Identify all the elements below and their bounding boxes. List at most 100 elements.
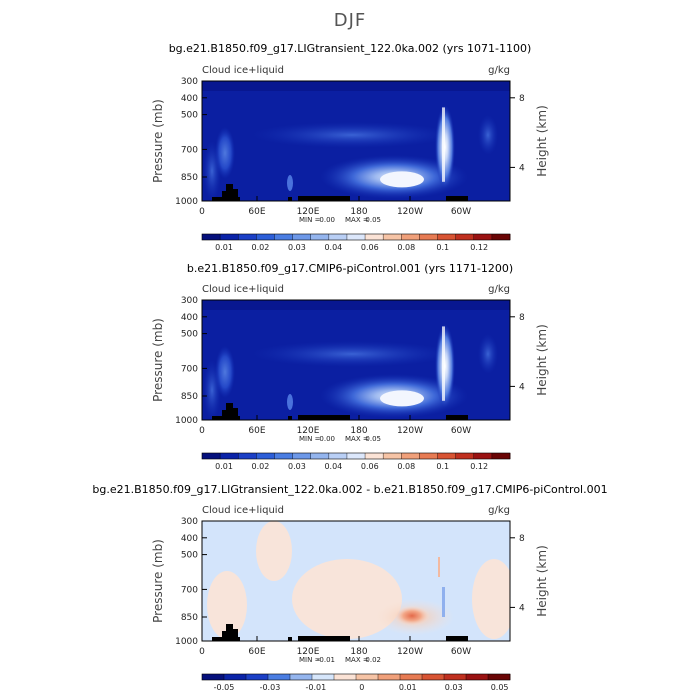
min-label: MIN = [299, 656, 321, 664]
low-cloud-core [380, 390, 424, 407]
units-label: g/kg [488, 65, 510, 76]
colorbar-swatch [246, 674, 269, 680]
western-cloud [203, 141, 221, 201]
colorbar-swatch [268, 674, 291, 680]
units-label: g/kg [488, 284, 510, 295]
topography [298, 636, 350, 641]
colorbar-swatch [383, 234, 402, 240]
colorbar-swatch [310, 234, 330, 240]
colorbar-swatch [473, 453, 493, 459]
colorbar-swatch [310, 453, 330, 459]
colorbar-frame [201, 233, 511, 241]
field-label: Cloud ice+liquid [202, 284, 284, 295]
colorbar-swatch [419, 234, 438, 240]
colorbar-swatch [378, 674, 401, 680]
max-anomaly [394, 605, 430, 626]
plot-frame [201, 520, 511, 642]
y-tick-label: 1000 [175, 637, 198, 647]
panel-title: bg.e21.B1850.f09_g17.LIGtransient_122.0k… [168, 42, 532, 55]
y-tick-label: 1000 [175, 416, 198, 426]
colorbar-swatch [466, 674, 489, 680]
topography [298, 415, 350, 420]
colorbar-label: 0.12 [470, 462, 488, 471]
colorbar-label: 0.04 [324, 243, 342, 252]
x-tick-label: 120W [397, 426, 423, 436]
max-label: MAX = [345, 656, 369, 664]
colorbar-swatch [473, 234, 493, 240]
eastern-cloud [478, 334, 498, 374]
colorbar-swatch [202, 674, 225, 680]
x-tick-label: 0 [199, 207, 205, 217]
colorbar-swatch [202, 453, 221, 459]
colorbar-frame [201, 452, 511, 460]
height-axis-label: Height (km) [535, 545, 549, 616]
upper-band [202, 81, 510, 91]
colorbar-label: 0.04 [324, 462, 342, 471]
x-tick-label: 120W [397, 207, 423, 217]
y-tick-label: 500 [181, 111, 198, 121]
field-label: Cloud ice+liquid [202, 505, 284, 516]
colorbar-swatch [274, 453, 293, 459]
y-tick-label: 400 [181, 534, 198, 544]
min-value: 0.00 [319, 216, 335, 224]
topography [446, 196, 468, 201]
colorbar-swatch [312, 674, 335, 680]
plume-core [442, 326, 445, 401]
colorbar-swatch [292, 234, 312, 240]
max-value: 0.05 [365, 435, 381, 443]
x-tick-label: 0 [199, 426, 205, 436]
colorbar-label: 0.06 [361, 243, 379, 252]
x-tick-label: 180 [350, 426, 367, 436]
colorbar-swatch [346, 234, 366, 240]
colorbar-swatch [401, 234, 420, 240]
negative-anomaly [442, 587, 445, 617]
field-label: Cloud ice+liquid [202, 65, 284, 76]
topography [298, 196, 350, 201]
x-tick-label: 0 [199, 647, 205, 657]
colorbar-label: 0.1 [436, 462, 449, 471]
colorbar-label: 0.03 [288, 462, 306, 471]
max-value: 0.02 [365, 656, 381, 664]
min-label: MIN = [299, 216, 321, 224]
y-tick-label: 300 [181, 517, 198, 527]
colorbar-swatch [274, 234, 293, 240]
colorbar-swatch [422, 674, 445, 680]
positive-anomaly [256, 521, 292, 581]
colorbar-label: 0.06 [361, 462, 379, 471]
colorbar-swatch [400, 674, 423, 680]
colorbar-label: 0.01 [215, 462, 233, 471]
height-tick-label: 4 [519, 603, 525, 613]
colorbar-swatch [346, 453, 366, 459]
colorbar-swatch [437, 453, 457, 459]
colorbar-swatch [238, 453, 257, 459]
colorbar-label: 0.01 [399, 683, 417, 692]
x-tick-label: 60W [451, 426, 471, 436]
height-axis-label: Height (km) [535, 324, 549, 395]
colorbar-swatch [328, 234, 348, 240]
x-tick-label: 60W [451, 647, 471, 657]
y-tick-label: 400 [181, 313, 198, 323]
x-tick-label: 60E [248, 426, 265, 436]
plume-core [442, 107, 445, 182]
positive-anomaly [472, 559, 510, 639]
page-title: DJF [333, 10, 367, 31]
colorbar-swatch [292, 453, 312, 459]
topography [288, 637, 292, 641]
colorbar-label: 0.1 [436, 243, 449, 252]
upper-cloud-band [252, 341, 452, 367]
colorbar-label: 0.08 [397, 243, 415, 252]
low-cloud-core [380, 171, 424, 188]
contour-field [202, 81, 510, 201]
height-tick-label: 4 [519, 382, 525, 392]
colorbar-swatch [202, 234, 221, 240]
y-tick-label: 500 [181, 551, 198, 561]
panel-title: b.e21.B1850.f09_g17.CMIP6-piControl.001 … [186, 262, 514, 275]
y-tick-label: 1000 [175, 197, 198, 207]
x-tick-label: 180 [350, 647, 367, 657]
x-tick-label: 120E [297, 207, 320, 217]
colorbar-swatch [419, 453, 438, 459]
x-tick-label: 60E [248, 647, 265, 657]
y-tick-label: 850 [181, 173, 198, 183]
pressure-axis-label: Pressure (mb) [151, 99, 165, 183]
colorbar-swatch [455, 453, 475, 459]
